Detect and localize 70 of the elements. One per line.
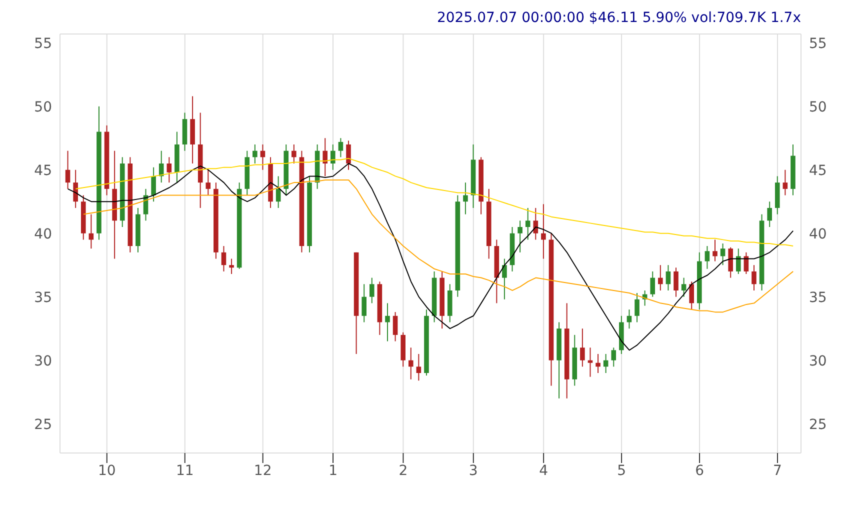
candlestick (463, 182, 468, 215)
candlestick (221, 246, 226, 272)
candlestick (346, 140, 351, 170)
y-tick-label: 45 (34, 162, 52, 179)
candlestick (416, 353, 422, 382)
candlestick (330, 144, 336, 170)
x-tick-label: 2 (398, 462, 408, 479)
candlestick (518, 220, 522, 253)
y2-tick-label: 40 (809, 226, 827, 242)
x-tick-label: 1 (328, 462, 338, 479)
y2-tick-label: 45 (809, 162, 827, 179)
candlestick (720, 243, 726, 266)
candlestick (252, 144, 258, 164)
candlestick (362, 284, 366, 323)
candlestick (541, 204, 546, 260)
candlestick (158, 150, 164, 184)
candlestick (689, 281, 694, 310)
candlestick (502, 258, 507, 300)
x-tick-label: 3 (468, 462, 478, 479)
candlestick (408, 347, 414, 380)
candlestick (385, 302, 390, 342)
candlestick (166, 156, 172, 184)
y-tick-label: 25 (34, 416, 52, 433)
candlestick (276, 176, 281, 208)
x-tick-label: 11 (176, 462, 194, 479)
candlestick (525, 207, 530, 240)
x-tick-label: 10 (98, 462, 116, 479)
y-tick-label: 55 (34, 36, 52, 52)
y-tick-label: 50 (34, 99, 52, 116)
candlestick (596, 353, 600, 374)
candlestick (712, 239, 718, 262)
y2-tick-label: 50 (809, 99, 827, 116)
y-tick-label: 40 (34, 226, 52, 242)
candlestick (634, 292, 640, 323)
candlestick (580, 328, 585, 368)
y2-tick-label: 30 (809, 353, 827, 370)
y2-tick-label: 55 (809, 36, 827, 52)
y-tick-label: 35 (34, 290, 52, 306)
candlestick (674, 267, 678, 298)
candlestick (65, 150, 70, 190)
candlestick (728, 246, 733, 278)
candlestick (292, 144, 296, 164)
x-tick-label: 5 (617, 462, 626, 479)
candlestick (650, 270, 656, 298)
candlestick (588, 347, 593, 378)
candlestick (767, 201, 772, 228)
candlestick (736, 248, 741, 274)
candlestick (229, 258, 234, 274)
candlestick (658, 264, 663, 291)
candlestick (681, 277, 686, 298)
candlestick (73, 169, 78, 208)
candlestick (369, 277, 374, 304)
candlestick (704, 246, 710, 270)
x-tick-label: 4 (539, 462, 548, 479)
candlestick (392, 312, 398, 342)
y2-tick-label: 35 (809, 290, 827, 306)
candlestick (206, 169, 211, 196)
y2-tick-label: 25 (809, 416, 827, 433)
candlestick (611, 347, 616, 368)
candlestick (666, 264, 671, 291)
candlestick (752, 264, 756, 291)
chart-title: 2025.07.07 00:00:00 $46.11 5.90% vol:709.7K 1.7x (436, 10, 801, 26)
x-tick-label: 12 (254, 462, 272, 479)
candlestick (322, 138, 328, 177)
candlestick (782, 169, 788, 196)
y-tick-label: 30 (34, 353, 52, 370)
candlestick (338, 138, 344, 158)
candlestick (151, 166, 156, 202)
x-tick-label: 6 (695, 462, 704, 479)
x-tick-label: 7 (773, 462, 782, 479)
